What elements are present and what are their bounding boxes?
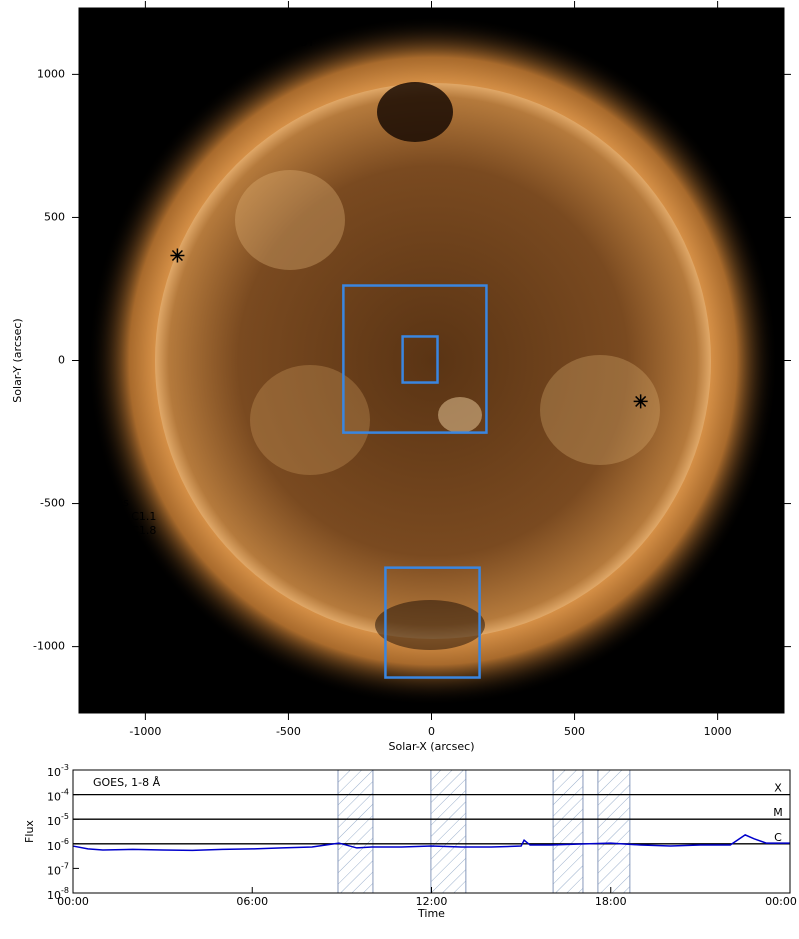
x-tick-label: 0 xyxy=(428,725,435,738)
region-box xyxy=(384,566,481,679)
region-box xyxy=(401,335,439,384)
sun-image xyxy=(79,8,784,713)
legend-label: GOES, 1-8 Å xyxy=(93,776,161,789)
y-tick-label: 10-3 xyxy=(47,763,69,780)
solar-disk xyxy=(155,83,711,639)
active-region xyxy=(250,365,370,475)
tick-base: 10 xyxy=(47,840,61,853)
x-tick-label: 00:00 xyxy=(57,895,89,908)
coronal-hole xyxy=(377,82,453,142)
flux-line xyxy=(72,834,790,852)
active-region xyxy=(235,170,345,270)
coronal-hole xyxy=(375,600,485,650)
class-level-label: M xyxy=(773,806,783,819)
y-tick-label: -1000 xyxy=(33,640,65,653)
x-axis-label: Time xyxy=(417,907,445,920)
x-tick-label: 00:00 xyxy=(765,895,797,908)
marker xyxy=(170,248,185,263)
y-tick-label: 500 xyxy=(44,210,65,223)
x-tick-label: 500 xyxy=(564,725,585,738)
shaded-interval xyxy=(430,769,467,894)
x-axis-label: Solar-X (arcsec) xyxy=(389,740,475,753)
tick-base: 10 xyxy=(47,766,61,779)
x-tick-label: -500 xyxy=(276,725,301,738)
y-tick-label: 10-6 xyxy=(47,836,69,853)
y-tick-label: 10-5 xyxy=(47,812,69,829)
shaded-interval xyxy=(337,769,374,894)
y-tick-label: 0 xyxy=(58,354,65,367)
tick-base: 10 xyxy=(47,889,61,902)
shaded-interval xyxy=(597,769,631,894)
x-tick-label: 12:00 xyxy=(416,895,448,908)
flare-note: Flares xyxy=(96,496,129,509)
class-level-label: X xyxy=(774,782,782,795)
tick-base: 10 xyxy=(47,791,61,804)
bright-point xyxy=(438,397,482,433)
tick-exponent: -3 xyxy=(61,763,69,772)
y-tick-label: 10-4 xyxy=(47,787,69,804)
class-level-label: C xyxy=(774,831,782,844)
x-tick-label: 18:00 xyxy=(595,895,627,908)
y-tick-label: 10-8 xyxy=(47,886,69,903)
x-tick-label: 1000 xyxy=(704,725,732,738)
image-title: AIA 0193, 7-Mar-2022, 12:00:04 UT xyxy=(120,36,315,49)
shaded-interval xyxy=(552,769,584,894)
x-tick-label: -1000 xyxy=(129,725,161,738)
x-tick-label: 06:00 xyxy=(236,895,268,908)
tick-base: 10 xyxy=(47,815,61,828)
flare-note: 22:49 C1.8 xyxy=(96,524,156,537)
tick-exponent: -4 xyxy=(61,787,69,796)
y-axis-label: Flux xyxy=(23,820,36,843)
marker xyxy=(633,394,648,409)
y-axis-label: Solar-Y (arcsec) xyxy=(11,318,24,402)
flare-note: 15:04 C1.1 xyxy=(96,510,156,523)
tick-exponent: -7 xyxy=(61,861,69,870)
active-region xyxy=(540,355,660,465)
tick-exponent: -6 xyxy=(61,836,69,845)
y-tick-label: 10-7 xyxy=(47,861,69,878)
region-box xyxy=(342,284,488,434)
tick-base: 10 xyxy=(47,864,61,877)
tick-exponent: -5 xyxy=(61,812,69,821)
y-tick-label: -500 xyxy=(40,497,65,510)
y-tick-label: 1000 xyxy=(37,67,65,80)
tick-exponent: -8 xyxy=(61,886,69,895)
